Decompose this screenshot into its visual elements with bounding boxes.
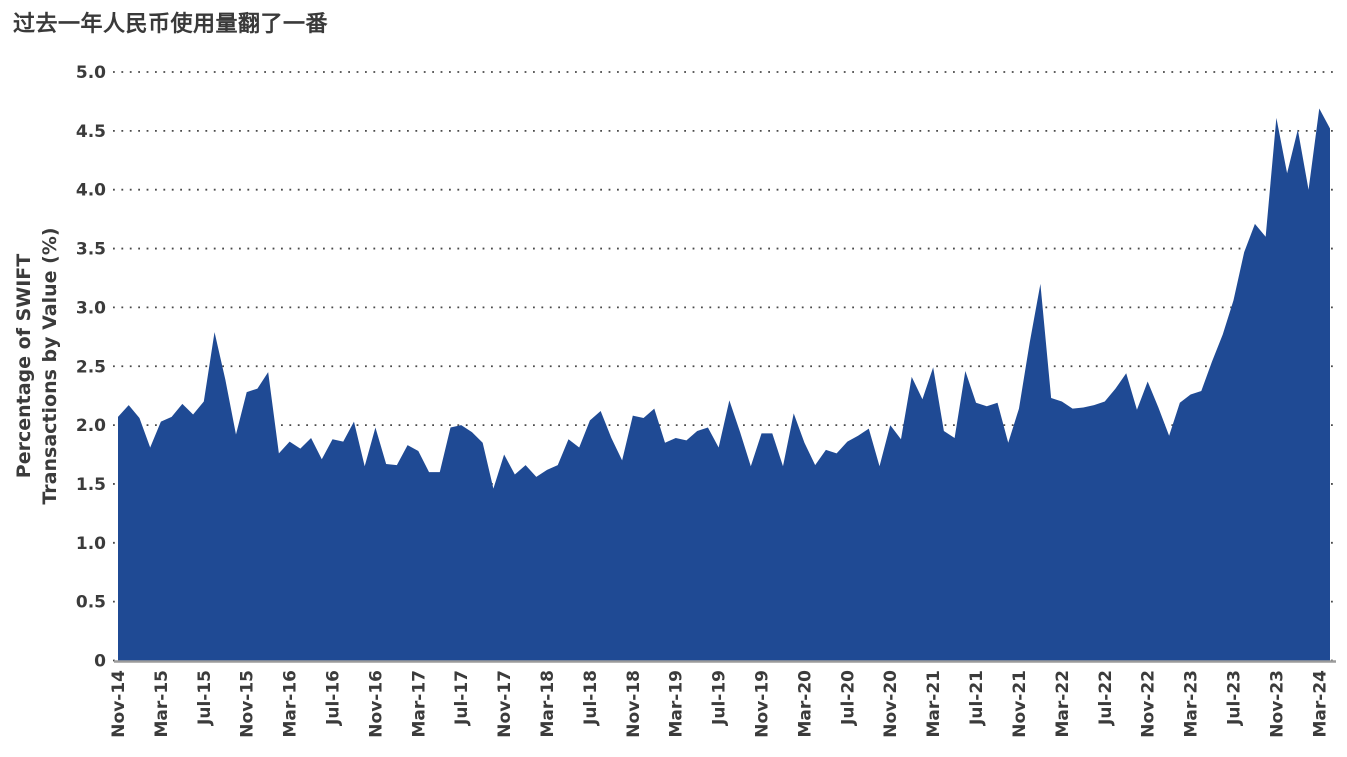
y-tick-label: 0.5: [76, 593, 106, 613]
x-tick-label: Jul-23: [1224, 670, 1244, 726]
x-tick-label: Jul-18: [581, 670, 601, 726]
x-tick-label: Jul-20: [838, 670, 858, 726]
x-tick-label: Mar-23: [1182, 670, 1202, 738]
x-tick-label: Mar-17: [409, 670, 429, 738]
x-tick-label: Mar-19: [667, 670, 687, 738]
x-tick-label: Mar-22: [1053, 670, 1073, 738]
chart-title: 过去一年人民币使用量翻了一番: [13, 12, 329, 37]
x-tick-label: Jul-21: [967, 670, 987, 726]
y-tick-label: 2.0: [76, 416, 106, 436]
x-tick-label: Nov-19: [753, 670, 773, 738]
x-tick-label: Jul-16: [324, 670, 344, 726]
x-tick-label: Mar-21: [924, 670, 944, 738]
y-tick-label: 1.5: [76, 475, 106, 495]
y-axis-title: Percentage of SWIFT Transactions by Value…: [13, 227, 61, 504]
x-tick-label: Nov-16: [366, 670, 386, 738]
x-tick-label: Nov-18: [624, 670, 644, 738]
x-tick-label: Nov-22: [1139, 670, 1159, 738]
x-tick-label: Mar-20: [795, 670, 815, 738]
y-tick-label: 5.0: [76, 63, 106, 83]
x-tick-label: Mar-16: [281, 670, 301, 738]
area-series-rmb-share: [118, 108, 1330, 661]
y-tick-label: 4.5: [76, 122, 106, 142]
x-tick-label: Mar-15: [152, 670, 172, 738]
x-tick-label: Jul-19: [710, 670, 730, 726]
x-tick-label: Nov-17: [495, 670, 515, 738]
y-tick-label: 0: [94, 652, 106, 672]
x-tick-label: Jul-15: [195, 670, 215, 726]
y-tick-label: 1.0: [76, 534, 106, 554]
y-tick-label: 4.0: [76, 181, 106, 201]
y-tick-label: 2.5: [76, 357, 106, 377]
x-tick-label: Nov-21: [1010, 670, 1030, 738]
x-tick-label: Mar-24: [1310, 670, 1330, 738]
x-tick-label: Jul-22: [1096, 670, 1116, 726]
y-tick-label: 3.5: [76, 240, 106, 260]
x-tick-label: Nov-23: [1267, 670, 1287, 738]
x-tick-label: Jul-17: [452, 670, 472, 726]
x-tick-label: Nov-14: [109, 670, 129, 738]
y-tick-label: 3.0: [76, 298, 106, 318]
x-tick-label: Nov-15: [238, 670, 258, 738]
x-tick-label: Nov-20: [881, 670, 901, 738]
x-tick-label: Mar-18: [538, 670, 558, 738]
